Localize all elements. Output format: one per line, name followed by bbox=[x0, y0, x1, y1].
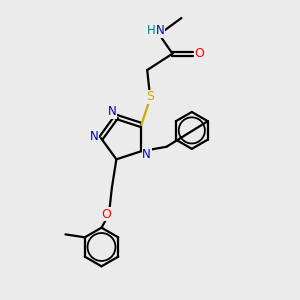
Text: N: N bbox=[142, 148, 151, 161]
Text: N: N bbox=[90, 130, 99, 143]
Text: S: S bbox=[146, 90, 154, 103]
Text: O: O bbox=[194, 47, 204, 60]
Text: N: N bbox=[156, 24, 164, 37]
Text: H: H bbox=[146, 24, 155, 37]
Text: O: O bbox=[101, 208, 111, 221]
Text: N: N bbox=[107, 105, 116, 118]
